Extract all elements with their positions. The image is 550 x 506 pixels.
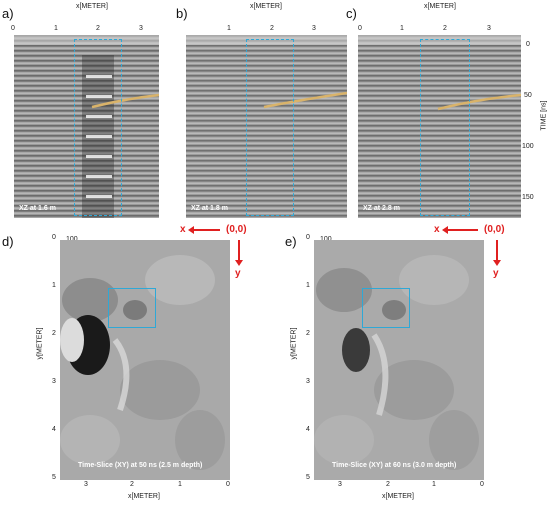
panel-e-ytick-4: 4 bbox=[306, 426, 310, 433]
panel-e-ytick-1: 1 bbox=[306, 282, 310, 289]
panel-e-xtick-1: 1 bbox=[432, 481, 436, 488]
timeslice-e: Time-Slice (XY) at 60 ns (3.0 m depth) bbox=[314, 240, 484, 480]
panel-e-letter: e) bbox=[285, 234, 297, 249]
radargram-a-image bbox=[14, 35, 159, 218]
roi-box-b bbox=[246, 39, 294, 216]
panel-e-x-arrow-label: x bbox=[434, 224, 440, 235]
arrow-left-icon bbox=[190, 229, 220, 231]
time-tick-50: 50 bbox=[524, 92, 532, 99]
panel-a-caption: XZ at 1.6 m bbox=[19, 205, 56, 212]
panel-d-caption: Time-Slice (XY) at 50 ns (2.5 m depth) bbox=[78, 462, 203, 469]
panel-e-x-title: x[METER] bbox=[382, 493, 414, 500]
roi-box-a bbox=[74, 39, 122, 216]
panel-d-origin-label: (0,0) bbox=[226, 224, 247, 235]
panel-d-ytick-2: 2 bbox=[52, 330, 56, 337]
time-tick-100: 100 bbox=[522, 143, 534, 150]
panel-e-xtick-3: 3 bbox=[338, 481, 342, 488]
panel-b-xtick-2: 2 bbox=[270, 25, 274, 32]
panel-e-origin-label: (0,0) bbox=[484, 224, 505, 235]
panel-e-y-title: y[METER] bbox=[290, 327, 298, 360]
radargram-a: XZ at 1.6 m bbox=[14, 35, 159, 218]
panel-d-x-title: x[METER] bbox=[128, 493, 160, 500]
panel-e-xtick-0: 0 bbox=[480, 481, 484, 488]
panel-a-xtick-3: 3 bbox=[139, 25, 143, 32]
panel-b-letter: b) bbox=[176, 6, 188, 21]
time-axis-title: TIME [ns] bbox=[540, 100, 548, 131]
panel-d-y-title: y[METER] bbox=[36, 327, 44, 360]
panel-d-ytick-3: 3 bbox=[52, 378, 56, 385]
panel-c-xtick-3: 3 bbox=[487, 25, 491, 32]
panel-c-x-title: x[METER] bbox=[424, 3, 456, 10]
panel-e-xtick-2: 2 bbox=[386, 481, 390, 488]
panel-e-ytick-0: 0 bbox=[306, 234, 310, 241]
panel-d-xtick-1: 1 bbox=[178, 481, 182, 488]
radargram-c-image bbox=[358, 35, 521, 218]
panel-c-xtick-1: 1 bbox=[400, 25, 404, 32]
radargram-c: XZ at 2.8 m bbox=[358, 35, 521, 218]
roi-box-c bbox=[420, 39, 470, 216]
arrow-down-head-icon bbox=[493, 260, 501, 266]
roi-box-e bbox=[362, 288, 410, 328]
panel-d-xtick-3: 3 bbox=[84, 481, 88, 488]
panel-a-letter: a) bbox=[2, 6, 14, 21]
panel-c-xtick-2: 2 bbox=[443, 25, 447, 32]
panel-d-ytick-4: 4 bbox=[52, 426, 56, 433]
panel-b-xtick-3: 3 bbox=[312, 25, 316, 32]
panel-e-ytick-5: 5 bbox=[306, 474, 310, 481]
panel-e-ytick-3: 3 bbox=[306, 378, 310, 385]
panel-d-ytick-0: 0 bbox=[52, 234, 56, 241]
arrow-down-head-icon bbox=[235, 260, 243, 266]
panel-d-y-arrow-label: y bbox=[235, 268, 241, 279]
panel-c-letter: c) bbox=[346, 6, 357, 21]
arrow-left-head-icon bbox=[442, 226, 448, 234]
panel-e-y-arrow-label: y bbox=[493, 268, 499, 279]
time-tick-150: 150 bbox=[522, 194, 534, 201]
panel-d-xtick-2: 2 bbox=[130, 481, 134, 488]
panel-e-caption: Time-Slice (XY) at 60 ns (3.0 m depth) bbox=[332, 462, 457, 469]
time-tick-0: 0 bbox=[526, 41, 530, 48]
panel-d-x-arrow-label: x bbox=[180, 224, 186, 235]
panel-b-xtick-1: 1 bbox=[227, 25, 231, 32]
arrow-down-icon bbox=[238, 240, 240, 262]
panel-b-x-title: x[METER] bbox=[250, 3, 282, 10]
radargram-b: XZ at 1.8 m bbox=[186, 35, 347, 218]
panel-d-xtick-0: 0 bbox=[226, 481, 230, 488]
roi-box-d bbox=[108, 288, 156, 328]
panel-e-ytick-2: 2 bbox=[306, 330, 310, 337]
arrow-left-head-icon bbox=[188, 226, 194, 234]
panel-a-x-title: x[METER] bbox=[76, 3, 108, 10]
panel-c-caption: XZ at 2.8 m bbox=[363, 205, 400, 212]
panel-b-caption: XZ at 1.8 m bbox=[191, 205, 228, 212]
panel-a-xtick-2: 2 bbox=[96, 25, 100, 32]
panel-d-corner-tick: 100 bbox=[66, 236, 78, 243]
timeslice-d: Time-Slice (XY) at 50 ns (2.5 m depth) bbox=[60, 240, 230, 480]
panel-a-xtick-0: 0 bbox=[11, 25, 15, 32]
arrow-left-icon bbox=[444, 229, 478, 231]
panel-d-ytick-1: 1 bbox=[52, 282, 56, 289]
panel-e-corner-tick: 100 bbox=[320, 236, 332, 243]
panel-c-xtick-0: 0 bbox=[358, 25, 362, 32]
panel-a-xtick-1: 1 bbox=[54, 25, 58, 32]
timeslice-d-image bbox=[60, 240, 230, 480]
timeslice-e-image bbox=[314, 240, 484, 480]
radargram-b-image bbox=[186, 35, 347, 218]
panel-d-ytick-5: 5 bbox=[52, 474, 56, 481]
panel-d-letter: d) bbox=[2, 234, 14, 249]
arrow-down-icon bbox=[496, 240, 498, 262]
